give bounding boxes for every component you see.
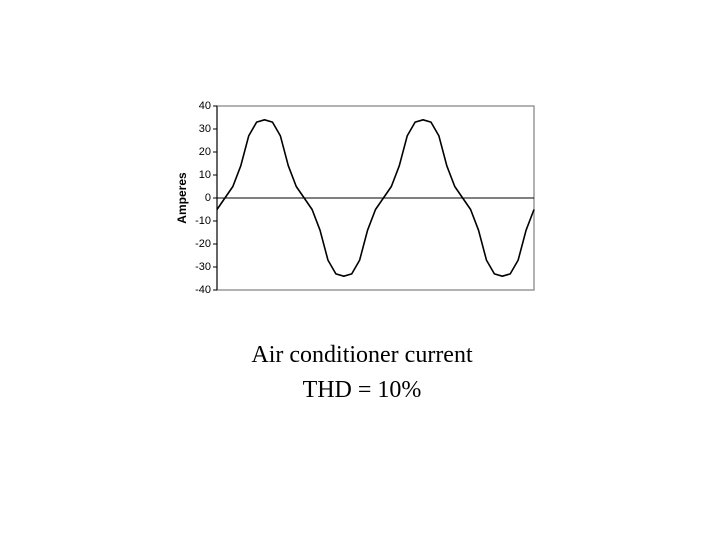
y-tick-label: 30 <box>199 123 211 135</box>
y-tick-label: -10 <box>195 215 211 227</box>
y-tick-label: 0 <box>205 192 211 204</box>
caption-line: Air conditioner current <box>251 342 473 368</box>
y-tick-label: -30 <box>195 261 211 273</box>
caption-line: THD = 10% <box>303 377 422 403</box>
y-tick-label: 40 <box>199 100 211 112</box>
y-tick-label: 20 <box>199 146 211 158</box>
y-tick-label: -40 <box>195 284 211 296</box>
y-tick-label: 10 <box>199 169 211 181</box>
y-tick-label: -20 <box>195 238 211 250</box>
data-line <box>216 119 535 278</box>
y-axis-label: Amperes <box>175 172 189 224</box>
